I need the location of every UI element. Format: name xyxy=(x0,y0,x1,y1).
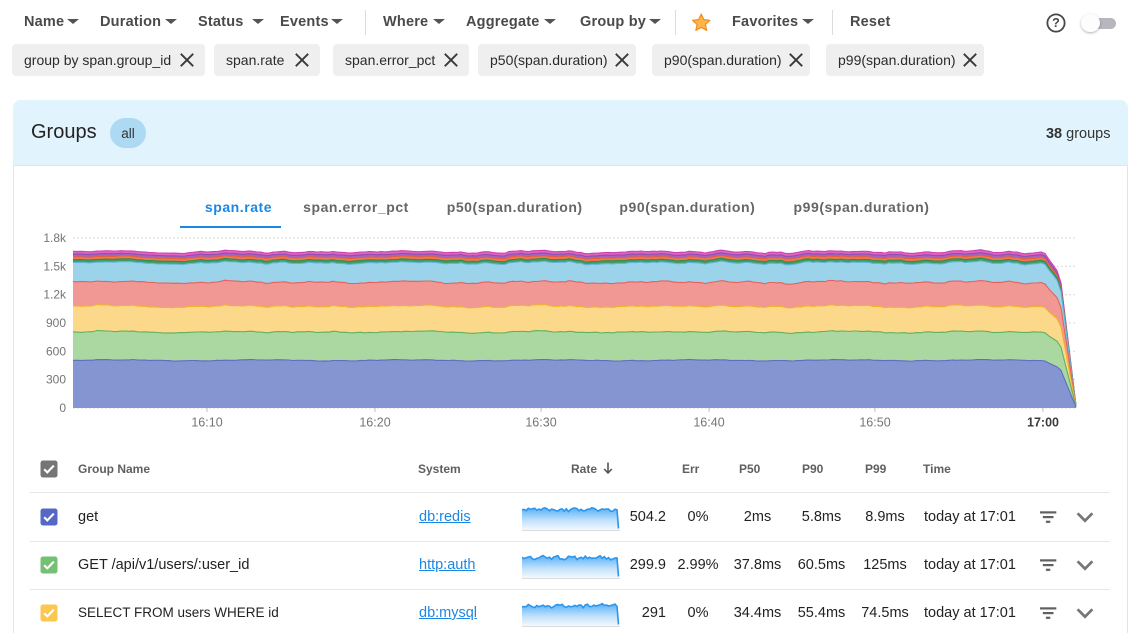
svg-text:300: 300 xyxy=(46,373,66,387)
svg-text:16:20: 16:20 xyxy=(359,416,390,430)
svg-text:0: 0 xyxy=(59,401,66,415)
svg-text:16:50: 16:50 xyxy=(859,416,890,430)
svg-text:1.5k: 1.5k xyxy=(43,259,67,273)
svg-text:16:10: 16:10 xyxy=(191,416,222,430)
svg-text:?: ? xyxy=(1052,16,1060,30)
svg-text:16:40: 16:40 xyxy=(693,416,724,430)
svg-text:16:30: 16:30 xyxy=(525,416,556,430)
svg-text:900: 900 xyxy=(46,316,66,330)
svg-text:600: 600 xyxy=(46,344,66,358)
svg-text:17:00: 17:00 xyxy=(1027,416,1059,430)
svg-text:1.2k: 1.2k xyxy=(43,288,67,302)
svg-text:1.8k: 1.8k xyxy=(43,231,67,245)
